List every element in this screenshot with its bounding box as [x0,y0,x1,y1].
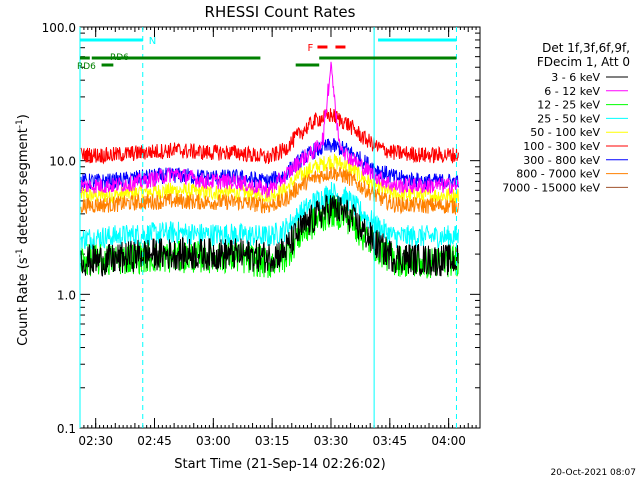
y-axis-label-main: Count Rate (s [16,257,31,346]
y-axis-label-end: ) [16,114,31,119]
legend-label: 12 - 25 keV [537,99,600,112]
x-tick-label: 02:45 [137,434,172,448]
series-line [80,61,459,198]
footer-date: 20-Oct-2021 08:07 [551,468,636,478]
legend-label: 800 - 7000 keV [516,168,600,181]
y-tick-label: 100.0 [42,21,76,35]
legend-label: 25 - 50 keV [537,112,600,125]
series-line [80,108,459,165]
legend-label: 300 - 800 keV [523,154,600,167]
legend-label: 100 - 300 keV [523,140,600,153]
x-tick-label: 03:45 [373,434,408,448]
y-tick-label: 10.0 [49,155,76,169]
x-tick-label: 04:00 [431,434,466,448]
y-tick-label: 0.1 [57,422,76,436]
legend-label: 50 - 100 keV [530,126,600,139]
decimation-label: RD6 [110,53,129,63]
flare-flag-label: F [307,43,313,54]
y-axis-label: Count Rate (s-1 detector segment-1) [15,114,31,346]
attenuator-label: N [149,36,156,47]
y-axis-label-sup2: -1 [15,119,25,128]
decimation-label: RD6 [77,62,96,72]
legend-label: 3 - 6 keV [551,71,600,84]
x-tick-label: 02:30 [78,434,113,448]
y-axis-label-mid: detector segment [16,128,31,248]
x-tick-label: 03:00 [196,434,231,448]
chart-title: RHESSI Count Rates [205,3,356,21]
x-tick-label: 03:30 [314,434,349,448]
legend-header-line-2: FDecim 1, Att 0 [537,55,630,69]
series-layer [80,61,459,279]
legend-header-line-1: Det 1f,3f,6f,9f, [542,41,630,55]
legend-label: 7000 - 15000 keV [502,181,600,194]
series-line [80,194,459,277]
y-tick-label: 1.0 [57,288,76,302]
series-line [80,153,459,205]
x-axis-label: Start Time (21-Sep-14 02:26:02) [174,457,385,472]
series-line [80,181,459,251]
legend-label: 6 - 12 keV [544,85,600,98]
series-line [80,166,459,216]
y-axis-label-sup1: -1 [15,248,25,257]
axis-ticks: 100.0 10.0 1.0 0.102:30 02:45 03:00 03:15 03:30… [42,21,480,448]
x-tick-label: 03:15 [255,434,290,448]
legend: Det 1f,3f,6f,9f, FDecim 1, Att 0 3 - 6 k… [502,41,630,194]
overlay-layer: N F RD6 RD6 [77,27,457,428]
